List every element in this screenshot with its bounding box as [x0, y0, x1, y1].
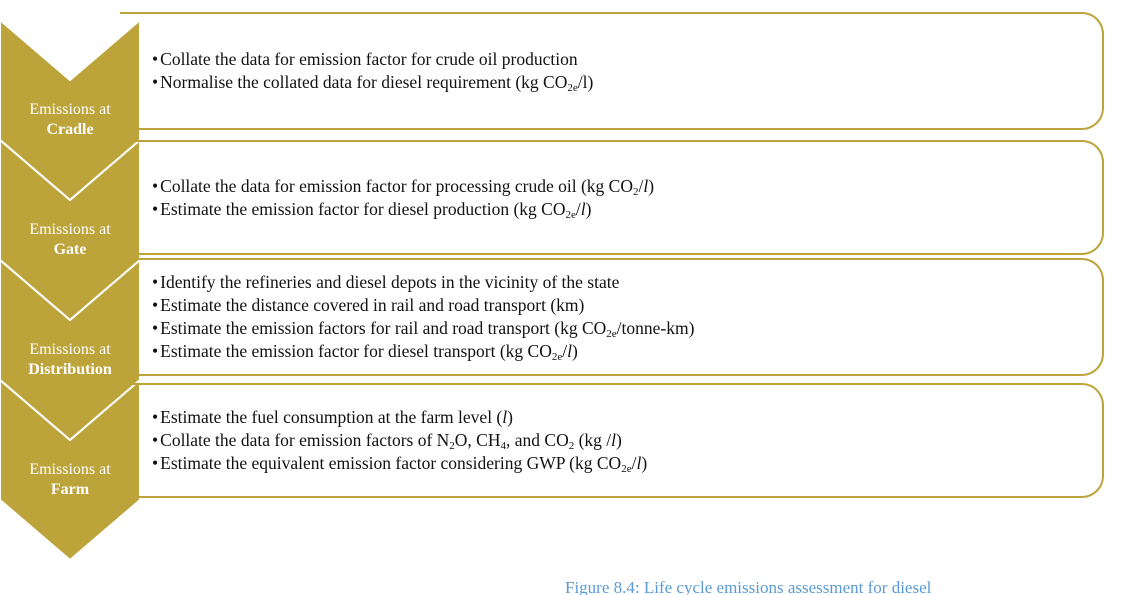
stage-label: Emissions at Farm [0, 460, 140, 500]
subscript: 2 [633, 185, 639, 198]
subscript: 2e [565, 208, 576, 221]
stage-label: Emissions at Gate [0, 220, 140, 260]
stage-box: Estimate the fuel consumption at the far… [120, 383, 1104, 498]
text-run: ) [641, 453, 648, 473]
bullet: Estimate the emission factor for diesel … [152, 340, 1102, 363]
stage-box: Identify the refineries and diesel depot… [120, 258, 1104, 376]
label-line: Emissions at [29, 461, 111, 478]
italic-run: l [567, 341, 572, 361]
stage-label: Emissions at Distribution [0, 340, 140, 380]
label-line: Farm [50, 481, 90, 498]
bullet: Estimate the emission factors for rail a… [152, 317, 1102, 340]
text-run: Collate the data for emission factor for… [160, 175, 633, 196]
text-run: / [575, 198, 581, 219]
subscript: 2 [449, 440, 455, 452]
text-run: ) [616, 430, 622, 450]
stage-box: Collate the data for emission factor for… [120, 12, 1104, 130]
label-line: Gate [53, 241, 87, 258]
caption: Figure 8.4: Life cycle emissions assessm… [565, 578, 932, 595]
text-run: Identify the refineries and diesel depot… [160, 272, 620, 292]
text-run: / [631, 453, 637, 473]
chevrons [0, 18, 140, 562]
subscript: 2 [568, 440, 575, 452]
text-run: Normalise the collated data for diesel r… [160, 72, 568, 92]
bullet: Collate the data for emission factor for… [152, 175, 1102, 198]
text-run: Estimate the distance covered in rail an… [160, 295, 585, 315]
text-run: Estimate the emission factors for rail a… [160, 318, 607, 338]
text-run: Estimate the equivalent emission factor … [160, 453, 622, 473]
bullet: Estimate the distance covered in rail an… [152, 294, 1102, 317]
bullet: Estimate the emission factor for diesel … [152, 198, 1102, 221]
text-run: Estimate the emission factor for diesel … [160, 341, 552, 361]
bullet: Collate the data for emission factor for… [152, 48, 1102, 71]
text-run: ) [648, 175, 655, 196]
bullet: Identify the refineries and diesel depot… [152, 271, 1102, 294]
label-line: Distribution [28, 361, 112, 378]
italic-run: l [611, 430, 617, 450]
text-run: Estimate the emission factor for diesel … [160, 198, 566, 219]
subscript: 2e [621, 463, 632, 475]
label-line: Emissions at [29, 221, 111, 238]
chevron [0, 18, 140, 202]
italic-run: l [643, 175, 649, 196]
bullet: Collate the data for emission factors of… [152, 429, 1102, 452]
text-run: Collate the data for emission factors of… [160, 430, 450, 450]
subscript: 2e [551, 351, 563, 363]
text-run: ) [585, 198, 592, 219]
bullet: Estimate the fuel consumption at the far… [152, 406, 1102, 429]
text-run: / [562, 341, 568, 361]
subscript: 2e [567, 82, 578, 94]
stage-box: Collate the data for emission factor for… [120, 140, 1104, 255]
text-run: Estimate the fuel consumption at the far… [160, 407, 503, 427]
italic-run: l [636, 453, 642, 473]
chevron [0, 258, 140, 442]
text-run: /l) [577, 72, 594, 92]
subscript: 2e [606, 328, 617, 340]
bullet: Normalise the collated data for diesel r… [152, 71, 1102, 94]
bullet: Estimate the equivalent emission factor … [152, 452, 1102, 475]
text-run: /tonne-km) [616, 318, 695, 338]
text-run: / [638, 175, 644, 196]
italic-run: l [580, 198, 586, 219]
text-run: ) [507, 407, 513, 427]
label-line: Emissions at [29, 101, 111, 118]
stage-label: Emissions at Cradle [0, 100, 140, 140]
text-run: , and CO [506, 430, 569, 450]
chevron [0, 378, 140, 562]
text-run: (kg / [574, 430, 612, 450]
italic-run: l [502, 407, 508, 427]
label-line: Emissions at [29, 341, 111, 358]
text-run: O, CH [454, 430, 501, 450]
label-line: Cradle [46, 121, 94, 138]
subscript: 4 [500, 440, 507, 452]
text-run: Collate the data for emission factor for… [160, 49, 578, 69]
chevron [0, 138, 140, 322]
text-run: ) [572, 341, 578, 361]
